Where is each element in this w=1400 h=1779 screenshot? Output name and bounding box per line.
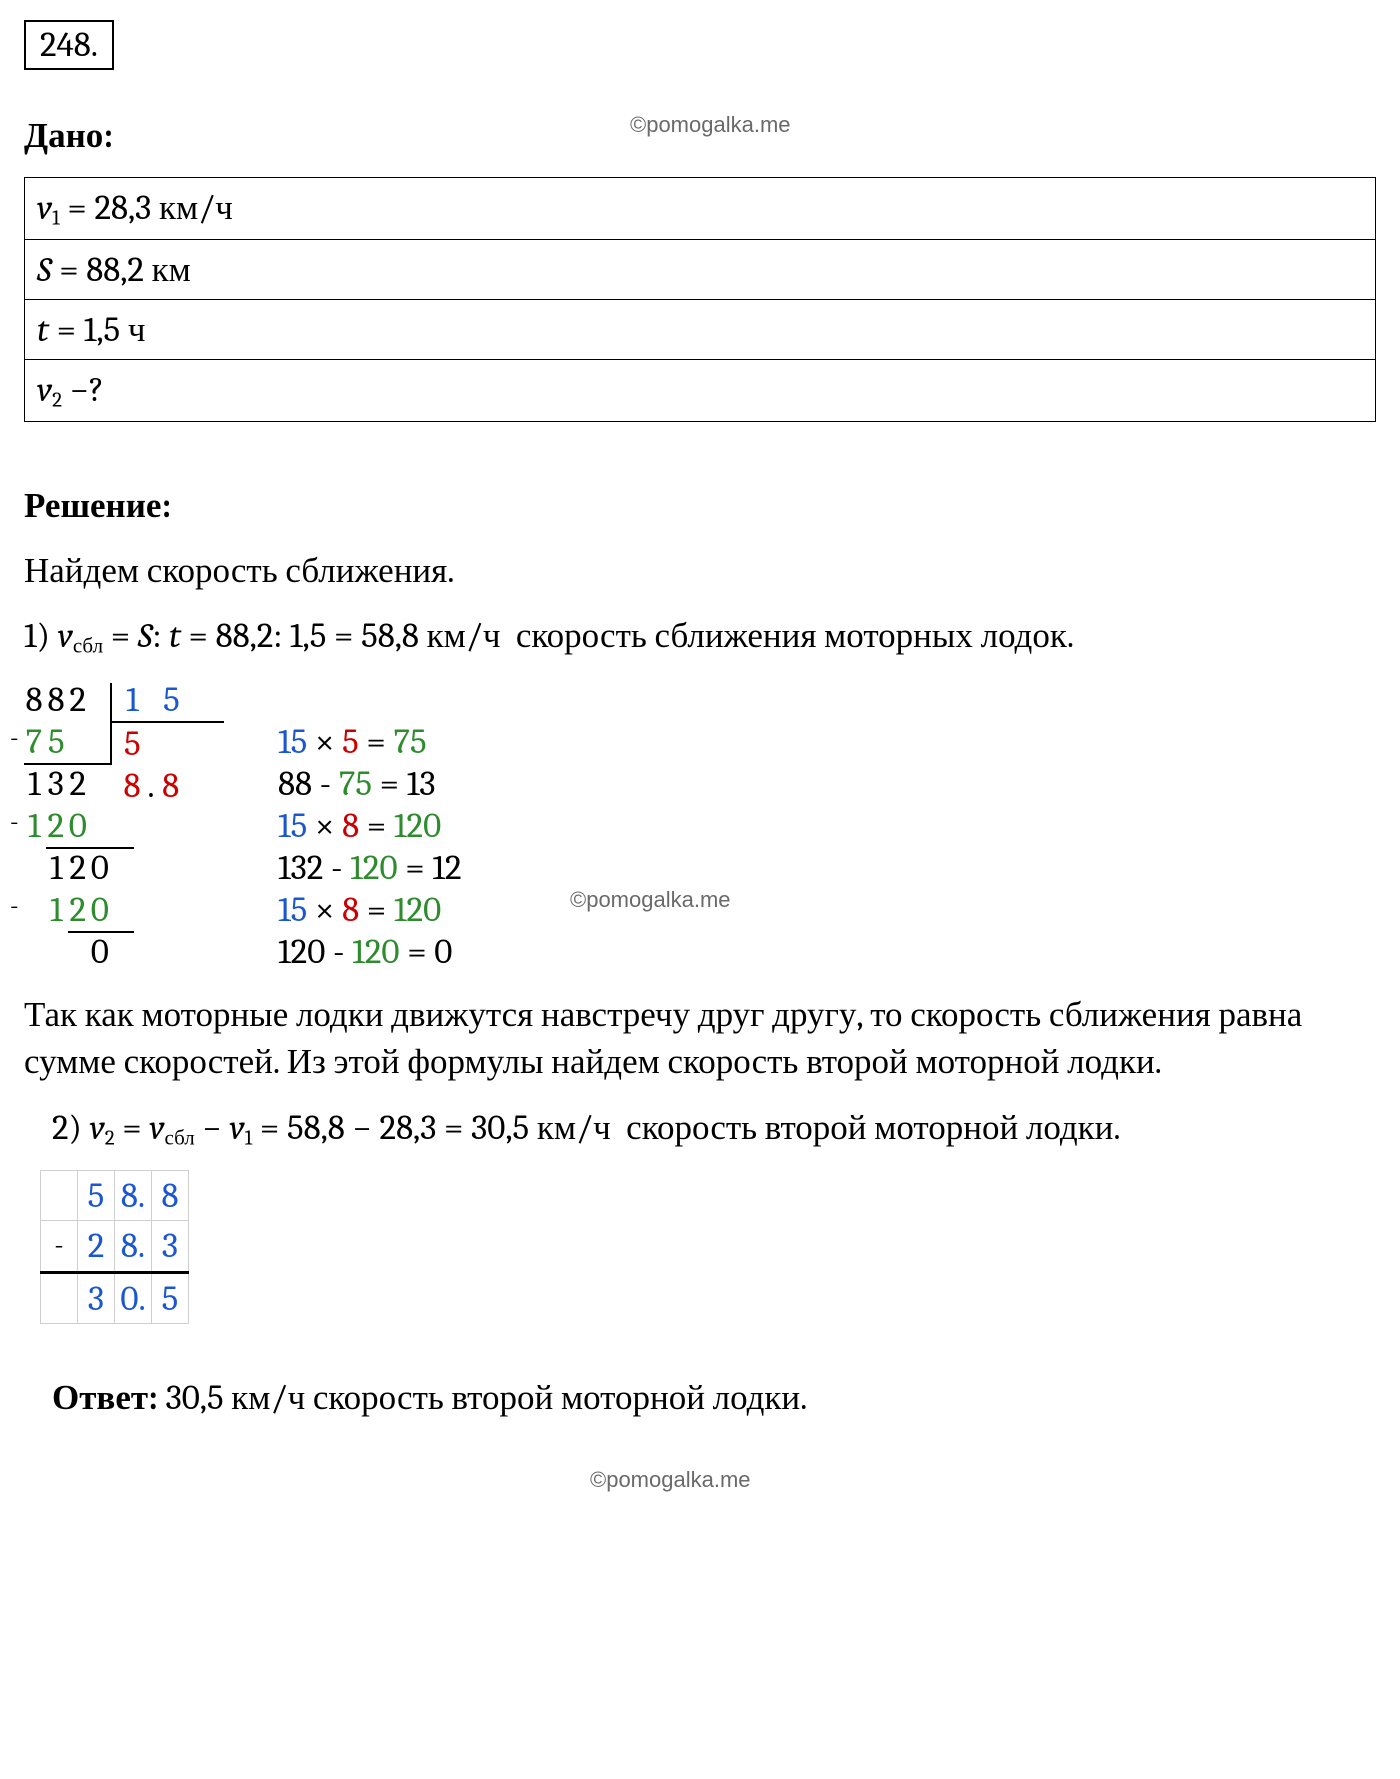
given-row: v2 −? xyxy=(25,360,1376,422)
ld-step: 15 × 5 = 75 xyxy=(278,721,462,763)
section-solution-title: Решение: xyxy=(24,482,1376,529)
solution-step-1: 1) vсбл = S: t = 88,2: 1,5 = 58,8 км/ч с… xyxy=(24,612,1376,661)
given-row: t = 1,5 ч xyxy=(25,300,1376,360)
answer-label: Ответ: xyxy=(52,1377,158,1418)
ld-step: 15 × 8 = 120 xyxy=(278,889,462,931)
ld-step: 15 × 8 = 120 xyxy=(278,805,462,847)
column-subtraction: 58.8-28.330.5 xyxy=(40,1170,189,1324)
ld-step: 88 - 75 = 13 xyxy=(278,763,462,805)
watermark: ©pomogalka.me xyxy=(570,885,731,915)
ld-step: 120 - 120 = 0 xyxy=(278,931,462,973)
long-division: 1 5 5 8.8 882 -75132-120120-1200 15 × 5 … xyxy=(24,679,1376,973)
watermark: ©pomogalka.me xyxy=(630,110,791,140)
solution-intro: Найдем скорость сближения. xyxy=(24,547,1376,594)
given-row: v1 = 28,3 км/ч xyxy=(25,178,1376,240)
watermark: ©pomogalka.me xyxy=(590,1465,751,1495)
solution-step-2: 2) v2 = vсбл − v1 = 58,8 − 28,3 = 30,5 к… xyxy=(24,1104,1376,1153)
solution-mid-paragraph: Так как моторные лодки движутся навстреч… xyxy=(24,991,1376,1086)
ld-step-list: 15 × 5 = 7588 - 75 = 1315 × 8 = 120132 -… xyxy=(278,679,462,973)
answer-line: Ответ: 30,5 км/ч скорость второй моторно… xyxy=(24,1374,1376,1421)
given-table: v1 = 28,3 км/чS = 88,2 кмt = 1,5 чv2 −? xyxy=(24,177,1376,422)
problem-number: 248. xyxy=(24,20,114,70)
answer-text: 30,5 км/ч скорость второй моторной лодки… xyxy=(166,1377,808,1418)
ld-step: 132 - 120 = 12 xyxy=(278,847,462,889)
given-row: S = 88,2 км xyxy=(25,239,1376,299)
ld-divisor: 1 5 xyxy=(112,679,224,721)
